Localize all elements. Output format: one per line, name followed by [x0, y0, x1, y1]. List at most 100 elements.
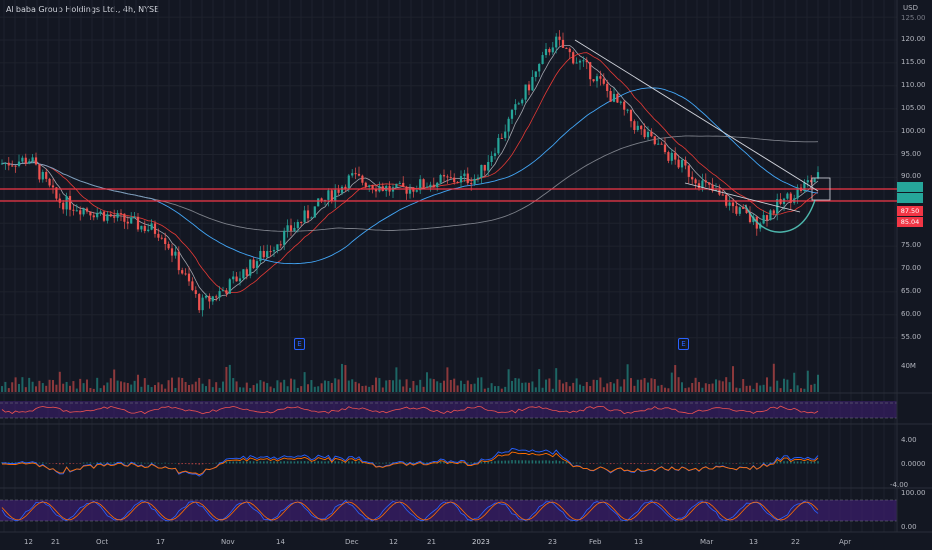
volume-bar	[164, 388, 167, 392]
candle-body	[422, 179, 425, 188]
volume-bar	[344, 365, 347, 392]
macd-histogram-bar	[147, 462, 149, 464]
volume-bar	[324, 380, 326, 392]
volume-bar	[582, 385, 585, 392]
volume-bar	[609, 382, 612, 392]
candle-body	[487, 162, 490, 171]
candle-body	[85, 208, 89, 212]
candle-body	[436, 182, 439, 188]
candle-body	[194, 290, 197, 294]
macd-histogram-bar	[297, 461, 299, 464]
macd-histogram-bar	[647, 463, 649, 464]
candle-body	[357, 173, 361, 176]
volume-bar	[497, 386, 500, 392]
macd-histogram-bar	[42, 462, 44, 464]
volume-bar	[738, 388, 741, 392]
macd-histogram-bar	[501, 460, 503, 464]
volume-bar	[364, 385, 367, 392]
volume-bar	[48, 379, 51, 392]
macd-histogram-bar	[620, 462, 622, 464]
macd-histogram-bar	[79, 463, 81, 464]
earnings-marker[interactable]: E	[294, 338, 305, 350]
candle-body	[344, 186, 347, 190]
macd-histogram-bar	[538, 460, 540, 464]
earnings-marker[interactable]: E	[678, 338, 689, 350]
macd-histogram-bar	[351, 461, 353, 464]
macd-histogram-bar	[813, 461, 816, 464]
macd-histogram-bar	[89, 462, 92, 464]
macd-histogram-bar	[303, 461, 306, 464]
price-axis-label: 100.00	[901, 126, 926, 135]
candle-body	[337, 189, 340, 193]
volume-bar	[252, 385, 255, 392]
price-axis-label: 90.00	[901, 172, 922, 181]
candle-body	[405, 186, 408, 194]
candle-body	[718, 189, 721, 195]
macd-histogram-bar	[745, 462, 748, 464]
price-axis-label: 95.00	[901, 149, 922, 158]
candle-body	[218, 291, 221, 298]
candle-body	[96, 213, 99, 218]
macd-histogram-bar	[599, 462, 602, 464]
volume-bar	[310, 380, 313, 392]
macd-histogram-bar	[290, 461, 292, 464]
volume-bar	[473, 383, 476, 392]
macd-histogram-bar	[144, 462, 146, 464]
volume-bar	[405, 379, 408, 392]
macd-histogram-bar	[280, 461, 282, 464]
macd-histogram-bar	[756, 463, 758, 464]
macd-histogram-bar	[133, 462, 136, 464]
candle-body	[106, 214, 109, 221]
macd-histogram-bar	[127, 462, 129, 464]
volume-bar	[354, 381, 357, 392]
volume-bar	[276, 380, 279, 392]
macd-histogram-bar	[11, 462, 13, 464]
price-badge-level2: 85.04	[897, 217, 923, 227]
candle-body	[572, 52, 575, 64]
macd-histogram-bar	[660, 462, 663, 464]
volume-bar	[806, 370, 809, 392]
volume-bar	[480, 377, 483, 392]
candle-body	[174, 251, 177, 256]
candle-body	[303, 210, 306, 223]
macd-histogram-bar	[637, 463, 639, 464]
volume-bar	[269, 386, 272, 392]
macd-histogram-bar	[749, 463, 751, 464]
macd-histogram-bar	[667, 463, 670, 464]
macd-histogram-bar	[796, 461, 799, 464]
macd-histogram-bar	[664, 463, 666, 464]
macd-histogram-bar	[225, 461, 228, 464]
candle-body	[806, 180, 809, 183]
macd-histogram-bar	[633, 463, 636, 465]
macd-histogram-bar	[688, 463, 690, 464]
candle-body	[589, 62, 592, 80]
macd-histogram-bar	[735, 463, 738, 464]
volume-bar	[732, 366, 734, 392]
volume-bar	[592, 379, 595, 392]
macd-histogram-bar	[586, 462, 588, 464]
candle-body	[578, 60, 582, 63]
volume-bar	[616, 379, 619, 392]
volume-bar	[402, 386, 405, 392]
candle-body	[398, 182, 401, 184]
candle-body	[524, 84, 527, 100]
candle-body	[432, 184, 435, 188]
macd-histogram-bar	[422, 462, 425, 464]
volume-bar	[483, 388, 486, 392]
time-axis-label: 12	[24, 538, 33, 546]
price-axis-label: 120.00	[901, 35, 926, 43]
macd-histogram-bar	[334, 461, 336, 464]
candle-body	[538, 63, 541, 72]
candle-body	[623, 101, 626, 110]
macd-histogram-bar	[212, 462, 214, 464]
candle-body	[816, 172, 820, 179]
volume-bar	[99, 388, 102, 392]
volume-bar	[429, 378, 432, 392]
volume-bar	[126, 382, 129, 392]
symbol-title[interactable]: Alibaba Group Holdings Ltd., 4h, NYSE	[6, 5, 160, 14]
macd-histogram-bar	[157, 462, 160, 464]
time-axis-label: 12	[389, 538, 398, 546]
macd-histogram-bar	[524, 460, 527, 464]
candle-body	[697, 183, 701, 189]
